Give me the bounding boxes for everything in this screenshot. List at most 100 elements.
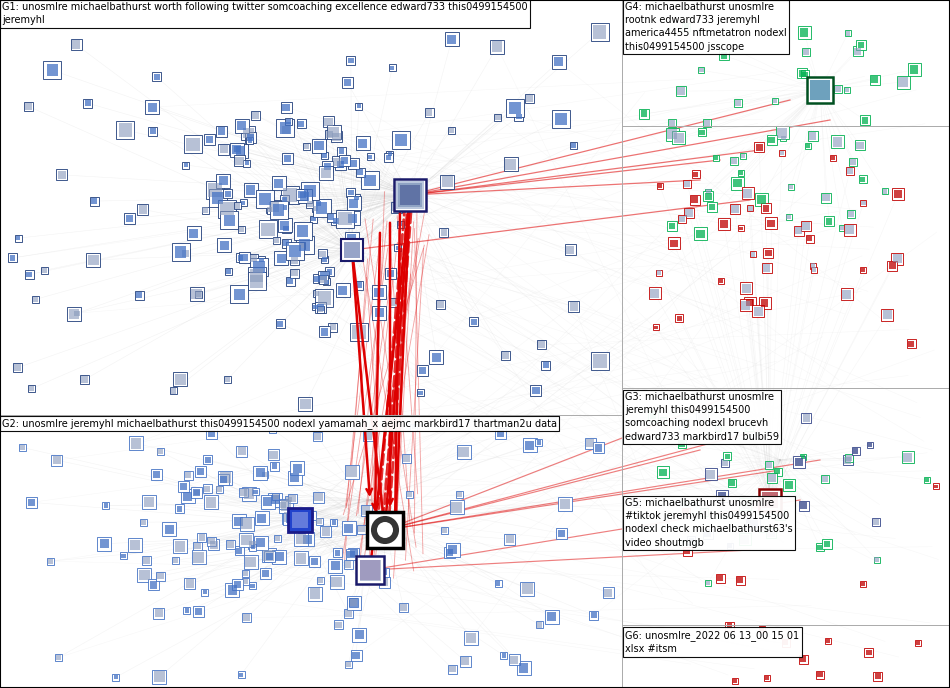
Bar (749, 206, 752, 211)
Bar (259, 193, 271, 204)
Bar (732, 205, 739, 213)
Bar (206, 136, 214, 143)
Bar (525, 441, 534, 450)
Bar (263, 550, 274, 561)
Bar (262, 570, 269, 577)
Bar (723, 452, 732, 460)
Bar (504, 158, 518, 171)
Bar (398, 194, 403, 200)
Bar (780, 151, 784, 155)
Bar (301, 518, 312, 529)
Bar (846, 225, 854, 234)
Bar (332, 133, 340, 141)
Bar (279, 122, 292, 133)
Bar (564, 244, 576, 255)
Bar (183, 491, 192, 501)
Bar (505, 159, 516, 170)
Bar (275, 536, 280, 541)
Bar (883, 310, 892, 319)
Bar (738, 170, 744, 176)
Bar (100, 539, 108, 548)
Bar (719, 279, 723, 283)
Bar (824, 541, 830, 548)
Bar (70, 39, 82, 50)
Bar (830, 155, 836, 161)
Bar (307, 201, 314, 207)
Bar (157, 572, 164, 579)
Bar (289, 495, 295, 502)
Bar (298, 397, 313, 411)
Bar (849, 159, 856, 165)
Bar (148, 127, 157, 136)
Bar (103, 502, 109, 509)
Bar (545, 610, 559, 623)
Bar (426, 109, 432, 116)
Bar (844, 457, 851, 464)
Bar (386, 155, 391, 160)
Bar (19, 444, 26, 451)
Bar (504, 534, 516, 545)
Bar (684, 548, 691, 555)
Bar (558, 530, 565, 537)
Bar (333, 158, 341, 166)
Bar (668, 237, 680, 250)
Bar (184, 578, 195, 589)
Bar (192, 550, 206, 564)
Bar (732, 177, 744, 190)
Bar (466, 633, 476, 643)
Bar (538, 341, 544, 348)
Bar (28, 385, 35, 392)
Bar (241, 578, 249, 585)
Bar (764, 675, 770, 681)
Bar (347, 235, 356, 244)
Bar (171, 388, 176, 394)
Bar (745, 422, 752, 431)
Bar (346, 662, 351, 667)
Bar (667, 222, 677, 231)
Bar (194, 489, 200, 496)
Bar (298, 526, 305, 533)
Bar (253, 490, 257, 494)
Circle shape (377, 522, 393, 538)
Bar (854, 47, 862, 55)
Bar (282, 126, 291, 134)
Bar (317, 304, 325, 311)
Bar (760, 527, 765, 531)
Bar (558, 497, 572, 511)
Bar (24, 102, 32, 111)
Bar (694, 227, 707, 240)
Bar (692, 171, 700, 178)
Text: G3: michaelbathurst unosmIre
jeremyhl this0499154500
somcoaching nodexl brucevh
: G3: michaelbathurst unosmIre jeremyhl th… (625, 392, 779, 442)
Bar (846, 167, 854, 175)
Bar (852, 447, 860, 455)
Bar (458, 447, 468, 458)
Bar (650, 413, 656, 419)
Bar (230, 142, 243, 157)
Bar (267, 207, 272, 212)
Bar (129, 540, 141, 550)
Bar (205, 497, 217, 508)
Bar (266, 206, 273, 213)
Bar (84, 98, 92, 108)
Bar (298, 120, 304, 127)
Bar (318, 578, 323, 583)
Bar (530, 385, 541, 396)
Bar (874, 557, 880, 563)
Bar (552, 110, 570, 128)
Bar (757, 195, 766, 204)
Bar (173, 539, 187, 553)
Bar (283, 155, 291, 162)
Bar (669, 223, 675, 230)
Bar (347, 596, 361, 610)
Bar (721, 52, 727, 58)
Bar (550, 417, 557, 424)
Bar (661, 418, 665, 422)
Bar (684, 24, 689, 30)
Bar (195, 466, 206, 477)
Bar (280, 125, 292, 136)
Bar (810, 263, 816, 268)
Bar (300, 398, 311, 409)
Bar (741, 499, 750, 508)
Bar (186, 138, 200, 151)
Bar (333, 548, 342, 557)
